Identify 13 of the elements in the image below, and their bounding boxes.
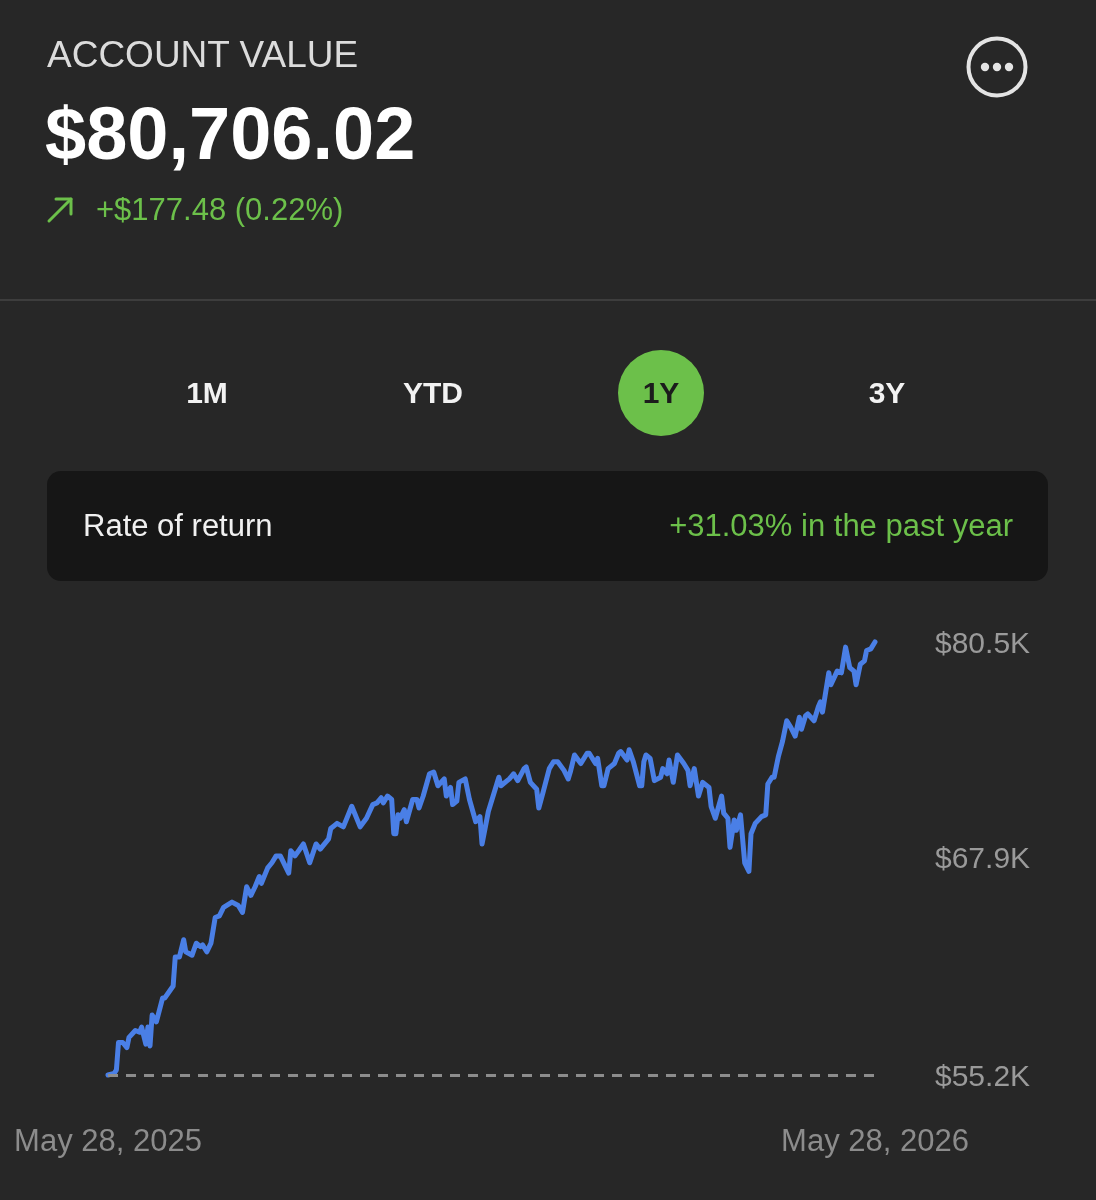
- text: 1Y: [642, 375, 680, 411]
- card-panel: Rate of return +31.03% in the past year: [47, 471, 1048, 581]
- text: YTD: [403, 375, 463, 411]
- text: 3Y: [868, 375, 906, 411]
- text: 1M: [186, 375, 228, 411]
- text: +$177.48 (0.22%): [96, 192, 344, 228]
- y-tick-label: $80.5K: [935, 625, 1031, 659]
- chart-subtitle: $80,706.02: [45, 91, 416, 177]
- x-tick-label: May 28, 2026: [781, 1123, 969, 1158]
- x-tick-label: May 28, 2025: [14, 1123, 202, 1158]
- chart-title: ACCOUNT VALUE: [47, 34, 359, 77]
- y-tick-label: $67.9K: [935, 841, 1031, 875]
- y-tick-label: $55.2K: [935, 1058, 1031, 1092]
